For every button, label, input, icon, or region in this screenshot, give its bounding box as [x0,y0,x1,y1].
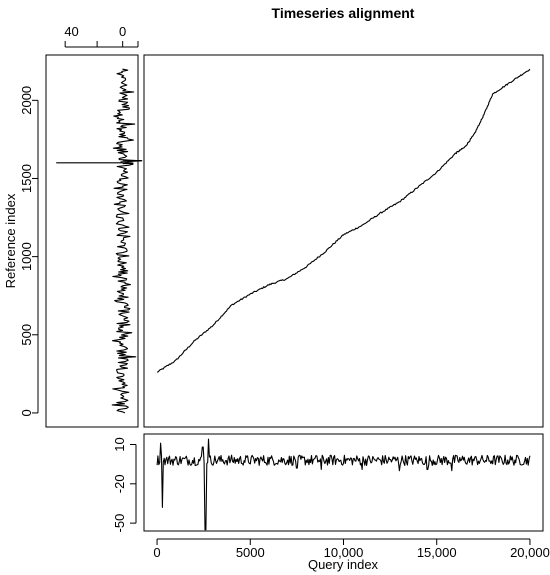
reference-series-line [56,68,143,414]
alignment-panel [143,54,544,428]
reference-x-tick-label: 40 [64,24,78,39]
reference-y-tick-label: 0 [19,409,34,416]
reference-y-tick-label: 1000 [19,242,34,271]
query-y-tick-label: -20 [112,474,127,493]
query-axes: 0 5000 10,000 15,000 20,000 10 -20 -50 [112,437,550,560]
query-x-tick-label: 10,000 [324,545,364,560]
reference-y-tick-label: 2000 [19,86,34,115]
query-y-tick-label: -50 [112,514,127,533]
reference-plot-frame [45,54,139,428]
query-x-tick-label: 20,000 [510,545,550,560]
query-axis-label: Query index [308,557,379,572]
reference-panel: 0 500 1000 1500 2000 40 0 Reference index [3,24,143,428]
query-x-tick-label: 15,000 [417,545,457,560]
query-x-tick-label: 5000 [236,545,265,560]
reference-y-tick-label: 500 [19,324,34,346]
reference-axis-label: Reference index [3,193,18,288]
reference-y-tick-label: 1500 [19,164,34,193]
chart-title: Timeseries alignment [272,5,415,21]
alignment-plot-frame [143,54,544,428]
query-x-tick-label: 0 [153,545,160,560]
query-series-line [156,438,531,531]
reference-x-tick-label: 0 [119,24,126,39]
alignment-path-line [156,68,531,373]
query-panel: 0 5000 10,000 15,000 20,000 10 -20 -50 Query in… [112,433,550,572]
query-y-tick-label: 10 [112,437,127,451]
query-plot-frame [143,433,544,532]
reference-axes: 0 500 1000 1500 2000 40 0 [19,24,139,417]
